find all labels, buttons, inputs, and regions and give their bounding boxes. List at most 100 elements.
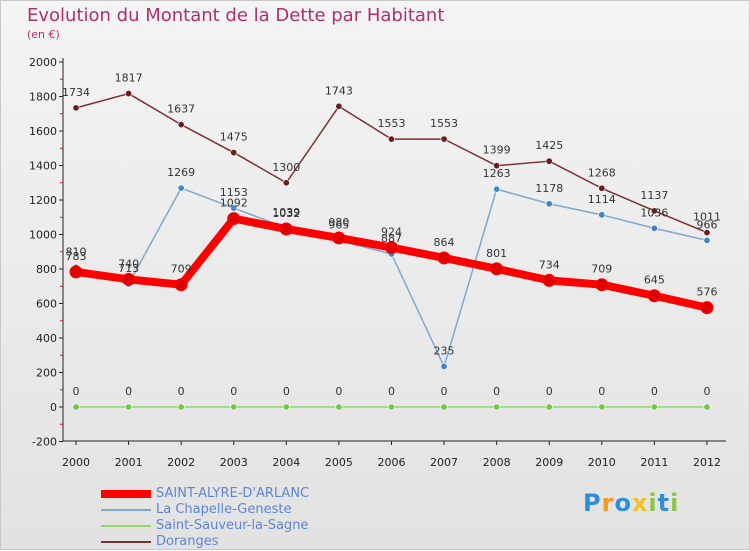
data-point [230, 149, 238, 157]
data-point [122, 272, 136, 286]
logo-letter: i [648, 489, 658, 517]
x-tick-label: 2003 [220, 456, 248, 469]
legend-item-doranges: Doranges [101, 534, 309, 550]
data-label: 810 [66, 245, 87, 258]
y-tick-label: 1800 [29, 91, 57, 104]
data-label: 864 [434, 236, 455, 249]
y-tick-label: 0 [50, 401, 57, 414]
data-point [69, 265, 83, 279]
data-point [493, 403, 501, 411]
data-label: 1036 [640, 206, 668, 219]
data-point [700, 301, 714, 315]
legend-item-saint-sauveur: Saint-Sauveur-la-Sagne [101, 518, 309, 534]
data-label: 0 [493, 385, 500, 398]
data-point [440, 362, 448, 370]
data-label: 887 [381, 232, 402, 245]
data-point [703, 403, 711, 411]
data-point [227, 212, 241, 226]
data-label: 1032 [272, 207, 300, 220]
data-point [230, 403, 238, 411]
logo-letter: P [583, 489, 602, 517]
data-label: 0 [703, 385, 710, 398]
data-label: 1092 [220, 197, 248, 210]
x-tick-label: 2009 [535, 456, 563, 469]
data-point [174, 278, 188, 292]
data-point [598, 184, 606, 192]
data-label: 709 [171, 263, 192, 276]
series-line [75, 187, 708, 368]
logo-letter: x [631, 489, 649, 517]
data-label: 1475 [220, 131, 248, 144]
data-point [490, 262, 504, 276]
data-label: 235 [434, 344, 455, 357]
data-point [384, 241, 398, 255]
data-label: 740 [118, 257, 139, 270]
x-tick-label: 2000 [62, 456, 90, 469]
data-point [230, 204, 238, 212]
legend-swatch-saint-sauveur [101, 525, 151, 527]
logo-letter: r [601, 489, 615, 517]
chart-title: Evolution du Montant de la Dette par Hab… [27, 5, 445, 26]
legend-item-la-chapelle-geneste: La Chapelle-Geneste [101, 502, 309, 518]
legend: SAINT-ALYRE-D'ARLANC La Chapelle-Geneste… [101, 486, 309, 550]
data-label: 1637 [167, 103, 195, 116]
data-point [440, 403, 448, 411]
data-point [493, 162, 501, 170]
data-point [440, 135, 448, 143]
data-point [72, 104, 80, 112]
y-tick-label: 800 [36, 263, 57, 276]
data-point [595, 278, 609, 292]
data-point [703, 236, 711, 244]
logo-letter: o [614, 489, 632, 517]
data-point [545, 200, 553, 208]
y-tick-label: 600 [36, 298, 57, 311]
x-tick-label: 2010 [588, 456, 616, 469]
data-label: 1734 [62, 86, 90, 99]
data-label: 1300 [272, 161, 300, 174]
data-label: 1817 [115, 72, 143, 85]
data-point [437, 251, 451, 265]
legend-swatch-doranges [101, 541, 151, 543]
x-tick-label: 2005 [325, 456, 353, 469]
y-tick-label: 1000 [29, 229, 57, 242]
data-point [279, 222, 293, 236]
data-label: 1178 [535, 182, 563, 195]
data-point [125, 403, 133, 411]
data-label: 0 [388, 385, 395, 398]
data-point [72, 403, 80, 411]
data-label: 1263 [483, 167, 511, 180]
y-tick-label: 2000 [29, 56, 57, 69]
data-point [598, 211, 606, 219]
x-tick-label: 2007 [430, 456, 458, 469]
data-label: 0 [283, 385, 290, 398]
data-point [282, 403, 290, 411]
chart-subtitle: (en €) [27, 28, 60, 41]
proxiti-logo: Proxiti [583, 489, 679, 517]
data-label: 0 [441, 385, 448, 398]
data-label: 576 [696, 286, 717, 299]
data-label: 734 [539, 258, 560, 271]
legend-swatch-la-chapelle-geneste [101, 509, 151, 511]
data-point [177, 121, 185, 129]
data-label: 0 [178, 385, 185, 398]
x-tick-label: 2008 [483, 456, 511, 469]
data-label: 801 [486, 247, 507, 260]
data-label: 0 [335, 385, 342, 398]
data-label: 0 [598, 385, 605, 398]
data-point [282, 179, 290, 187]
data-label: 1011 [693, 211, 721, 224]
x-tick-label: 2004 [272, 456, 300, 469]
data-label: 783 [66, 250, 87, 263]
logo-letter: i [670, 489, 680, 517]
x-tick-label: 2011 [640, 456, 668, 469]
y-tick-label: -200 [32, 436, 57, 449]
legend-label: SAINT-ALYRE-D'ARLANC [156, 486, 310, 501]
y-tick-label: 400 [36, 332, 57, 345]
data-label: 1114 [588, 193, 616, 206]
data-label: 1039 [272, 206, 300, 219]
data-label: 0 [230, 385, 237, 398]
legend-label: Saint-Sauveur-la-Sagne [156, 518, 309, 533]
data-label: 1268 [588, 166, 616, 179]
x-tick-label: 2001 [115, 456, 143, 469]
